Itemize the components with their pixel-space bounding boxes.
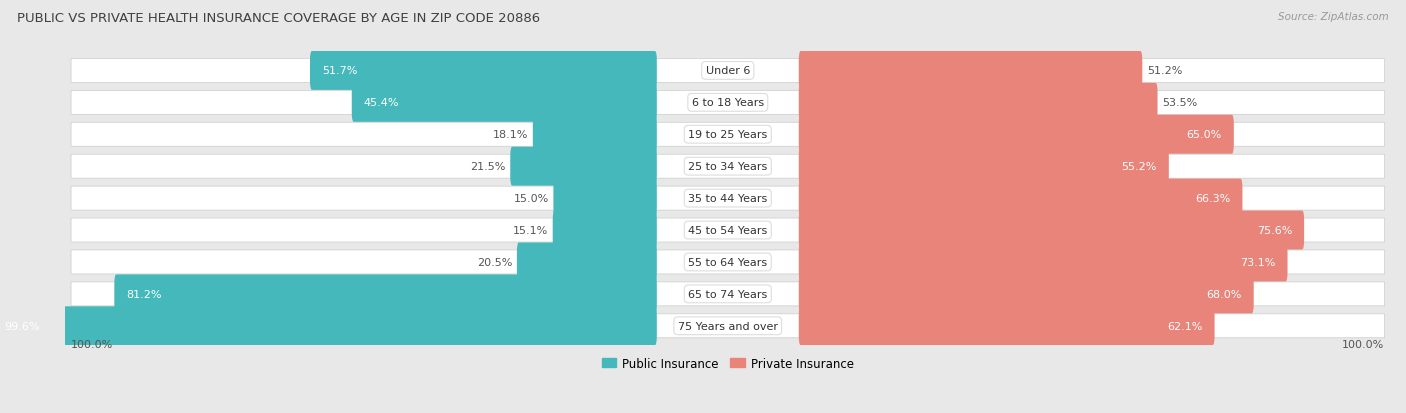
FancyBboxPatch shape (72, 123, 1385, 147)
FancyBboxPatch shape (72, 91, 1385, 115)
Text: 66.3%: 66.3% (1195, 194, 1230, 204)
FancyBboxPatch shape (72, 187, 1385, 211)
FancyBboxPatch shape (72, 59, 1385, 83)
Text: PUBLIC VS PRIVATE HEALTH INSURANCE COVERAGE BY AGE IN ZIP CODE 20886: PUBLIC VS PRIVATE HEALTH INSURANCE COVER… (17, 12, 540, 25)
Text: 20.5%: 20.5% (477, 257, 512, 267)
FancyBboxPatch shape (553, 211, 657, 250)
Text: 18.1%: 18.1% (492, 130, 529, 140)
Text: 51.2%: 51.2% (1147, 66, 1182, 76)
Text: 65.0%: 65.0% (1187, 130, 1222, 140)
Text: 21.5%: 21.5% (470, 162, 506, 172)
FancyBboxPatch shape (799, 147, 1168, 186)
Text: 75 Years and over: 75 Years and over (678, 321, 778, 331)
Text: 51.7%: 51.7% (322, 66, 357, 76)
Text: Under 6: Under 6 (706, 66, 749, 76)
FancyBboxPatch shape (309, 52, 657, 91)
FancyBboxPatch shape (0, 306, 657, 345)
Text: 75.6%: 75.6% (1257, 225, 1292, 235)
Legend: Public Insurance, Private Insurance: Public Insurance, Private Insurance (598, 352, 858, 374)
FancyBboxPatch shape (799, 116, 1234, 154)
FancyBboxPatch shape (799, 84, 1157, 123)
FancyBboxPatch shape (799, 306, 1215, 345)
FancyBboxPatch shape (799, 275, 1254, 313)
Text: 73.1%: 73.1% (1240, 257, 1275, 267)
Text: 15.0%: 15.0% (513, 194, 548, 204)
FancyBboxPatch shape (352, 84, 657, 123)
Text: 55.2%: 55.2% (1122, 162, 1157, 172)
Text: 35 to 44 Years: 35 to 44 Years (688, 194, 768, 204)
FancyBboxPatch shape (554, 179, 657, 218)
Text: 99.6%: 99.6% (4, 321, 39, 331)
Text: 81.2%: 81.2% (127, 289, 162, 299)
FancyBboxPatch shape (510, 147, 657, 186)
Text: 100.0%: 100.0% (72, 339, 114, 349)
FancyBboxPatch shape (799, 52, 1142, 91)
FancyBboxPatch shape (799, 179, 1243, 218)
FancyBboxPatch shape (72, 218, 1385, 242)
Text: 55 to 64 Years: 55 to 64 Years (688, 257, 768, 267)
Text: 68.0%: 68.0% (1206, 289, 1241, 299)
FancyBboxPatch shape (799, 211, 1305, 250)
FancyBboxPatch shape (114, 275, 657, 313)
Text: 25 to 34 Years: 25 to 34 Years (688, 162, 768, 172)
Text: 45 to 54 Years: 45 to 54 Years (688, 225, 768, 235)
Text: 62.1%: 62.1% (1167, 321, 1202, 331)
FancyBboxPatch shape (517, 243, 657, 282)
FancyBboxPatch shape (72, 282, 1385, 306)
FancyBboxPatch shape (72, 155, 1385, 179)
Text: 100.0%: 100.0% (1343, 339, 1385, 349)
Text: 6 to 18 Years: 6 to 18 Years (692, 98, 763, 108)
Text: 45.4%: 45.4% (364, 98, 399, 108)
Text: 65 to 74 Years: 65 to 74 Years (688, 289, 768, 299)
Text: 15.1%: 15.1% (513, 225, 548, 235)
Text: 19 to 25 Years: 19 to 25 Years (688, 130, 768, 140)
FancyBboxPatch shape (72, 250, 1385, 274)
Text: Source: ZipAtlas.com: Source: ZipAtlas.com (1278, 12, 1389, 22)
FancyBboxPatch shape (533, 116, 657, 154)
Text: 53.5%: 53.5% (1163, 98, 1198, 108)
FancyBboxPatch shape (799, 243, 1288, 282)
FancyBboxPatch shape (72, 314, 1385, 338)
